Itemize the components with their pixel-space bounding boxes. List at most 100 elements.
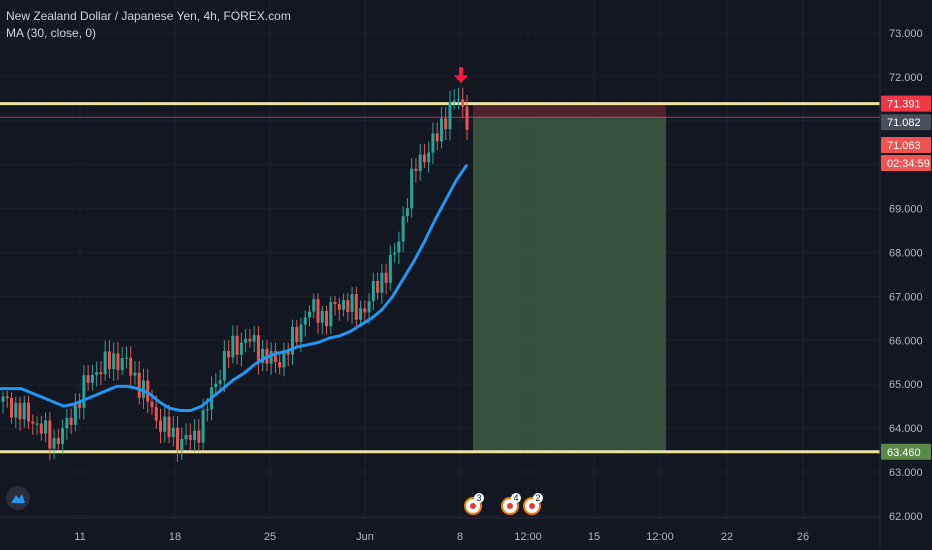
candle-body: [116, 353, 120, 370]
time-tick-label: 18: [169, 531, 181, 543]
candle-body: [214, 383, 218, 388]
candle-body: [397, 241, 401, 253]
tradingview-logo-icon[interactable]: [6, 486, 30, 510]
candle-body: [86, 375, 90, 383]
candle-body: [465, 106, 469, 130]
candle-body: [222, 351, 226, 381]
event-badge-count: 2: [535, 493, 540, 503]
candle-body: [359, 308, 363, 320]
price-tick-label: 69.000: [889, 204, 923, 216]
candle-body: [278, 362, 282, 368]
candle-body: [231, 335, 235, 358]
candle-body: [95, 372, 99, 375]
event-badge-count-bg: [533, 493, 543, 503]
candle-body: [112, 353, 116, 369]
candle-body: [1, 396, 5, 402]
stop-loss-zone: [473, 103, 666, 118]
candlestick-series: [1, 87, 469, 462]
candle-body: [14, 402, 18, 418]
candle-body: [320, 310, 324, 323]
candle-body: [31, 421, 35, 424]
time-tick-label: 8: [457, 531, 463, 543]
candle-body: [405, 208, 409, 217]
price-tick-label: 73.000: [889, 28, 923, 40]
candle-body: [129, 357, 133, 376]
candle-body: [410, 168, 414, 209]
event-badge-dot: [470, 503, 476, 509]
candle-body: [269, 351, 273, 364]
event-badge-count-bg: [511, 493, 521, 503]
candle-body: [282, 350, 286, 368]
price-tags: 71.391 71.082 71.063 02:34:59 63.460: [881, 95, 931, 460]
candle-body: [18, 402, 22, 420]
candle-body: [218, 380, 222, 384]
candle-body: [120, 358, 124, 370]
support-price-tag-bg: [881, 443, 931, 460]
support-price-tag: 63.460: [887, 447, 921, 459]
candle-body: [363, 308, 367, 313]
candle-body: [107, 351, 111, 369]
candle-body: [354, 293, 358, 320]
event-badge-dot: [529, 503, 535, 509]
time-axis: 11 18 25 Jun 8 12:00 15 12:00 22 26: [0, 517, 880, 543]
time-tick-label: 26: [797, 531, 809, 543]
candle-body: [82, 375, 86, 408]
entry-price-tag-bg: [881, 114, 931, 131]
candle-body: [342, 300, 346, 310]
moving-average-series: [0, 163, 469, 412]
candle-body: [380, 272, 384, 293]
candle-body: [439, 118, 443, 142]
candle-body: [159, 420, 163, 432]
candle-body: [448, 102, 452, 130]
candle-body: [312, 299, 316, 312]
price-tick-label: 66.000: [889, 335, 923, 347]
candle-body: [239, 342, 243, 355]
candle-body: [235, 335, 239, 355]
candle-body: [384, 272, 388, 283]
candle-body: [193, 430, 197, 440]
candle-body: [444, 118, 448, 130]
candle-body: [188, 435, 192, 440]
candle-body: [256, 335, 260, 363]
resistance-price-tag-bg: [881, 95, 931, 112]
candle-body: [401, 216, 405, 242]
candle-body: [367, 301, 371, 313]
candle-body: [90, 374, 94, 383]
price-tick-label: 65.000: [889, 379, 923, 391]
candle-body: [69, 417, 73, 425]
candle-body: [56, 437, 60, 444]
time-tick-label: Jun: [356, 531, 374, 543]
candle-body: [337, 303, 341, 310]
countdown-tag: 02:34:59: [887, 158, 930, 170]
candle-body: [316, 299, 320, 323]
last-price-tag-bg: [881, 137, 931, 154]
price-axis: 73.00072.00071.00070.00069.00068.00067.0…: [879, 0, 923, 550]
down-arrow-signal-icon: [454, 67, 468, 84]
price-tick-label: 63.000: [889, 467, 923, 479]
candle-body: [103, 351, 107, 375]
candle-body: [5, 396, 9, 399]
candle-body: [303, 317, 307, 325]
entry-price-tag: 71.082: [887, 117, 921, 129]
candle-body: [73, 402, 77, 425]
candle-body: [10, 398, 14, 418]
candle-body: [44, 420, 48, 434]
time-tick-label: 12:00: [646, 531, 674, 543]
candle-body: [52, 437, 56, 449]
symbol-title: New Zealand Dollar / Japanese Yen, 4h, F…: [6, 9, 291, 23]
chart-marks: [454, 67, 468, 84]
candle-body: [65, 417, 69, 429]
candle-body: [248, 338, 252, 342]
candle-body: [261, 348, 265, 363]
candle-body: [290, 326, 294, 355]
moving-average-line: [0, 163, 469, 412]
candle-body: [137, 372, 141, 398]
candle-body: [99, 372, 103, 375]
candle-body: [435, 133, 439, 142]
candle-body: [252, 335, 256, 342]
last-price-tag: 71.063: [887, 140, 921, 152]
candle-body: [205, 409, 209, 411]
time-tick-label: 11: [74, 531, 85, 543]
price-tick-label: 67.000: [889, 291, 923, 303]
